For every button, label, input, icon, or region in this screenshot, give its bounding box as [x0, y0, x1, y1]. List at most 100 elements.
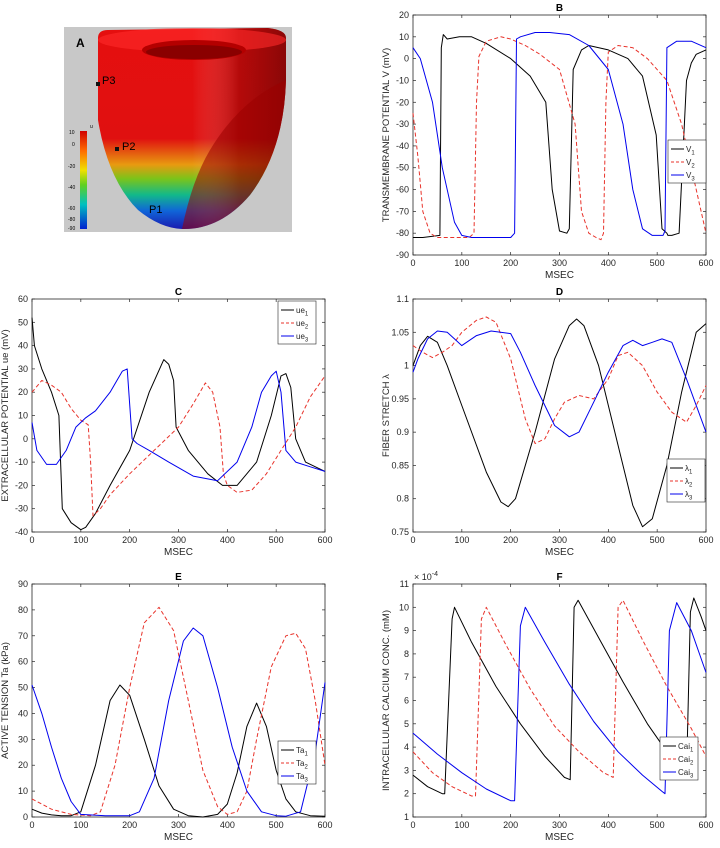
- y-tick-label: 0.9: [396, 427, 409, 437]
- y-tick-label: 1: [404, 361, 409, 371]
- y-tick-label: 4: [404, 742, 409, 752]
- legend-box: [659, 736, 699, 781]
- y-tick-label: 0: [23, 434, 28, 444]
- x-tick-label: 300: [171, 535, 186, 545]
- series-line-ue3: [31, 368, 326, 482]
- x-tick-label: 100: [454, 258, 469, 268]
- legend-subscript: 1: [690, 748, 694, 754]
- legend-subscript: 1: [305, 312, 309, 318]
- y-tick-label: 0: [404, 54, 409, 64]
- x-tick-label: 200: [503, 820, 518, 830]
- x-tick-label: 600: [698, 820, 713, 830]
- legend-name: Ta: [296, 772, 305, 781]
- series-line-ta3: [31, 627, 326, 817]
- y-tick-label: 0.85: [391, 460, 409, 470]
- legend-name: λ: [685, 477, 689, 486]
- x-tick-label: 400: [601, 535, 616, 545]
- y-tick-label: 1.1: [396, 294, 409, 304]
- heart-panel: A P3 P2 P1 u 10 0 -20 -40 -60 -80 -90: [64, 27, 292, 232]
- x-tick-label: 300: [552, 820, 567, 830]
- x-tick-label: 0: [29, 535, 34, 545]
- y-tick-label: 90: [18, 579, 28, 589]
- legend-label: λ3: [685, 490, 693, 502]
- panel-label-a: A: [76, 36, 85, 50]
- legend-subscript: 2: [690, 761, 694, 767]
- y-tick-label: 80: [18, 605, 28, 615]
- y-tick-label: -50: [396, 163, 409, 173]
- point-marker-p2: [115, 147, 119, 151]
- y-tick-label: -70: [396, 206, 409, 216]
- x-tick-label: 200: [122, 535, 137, 545]
- panel-title-e: E: [175, 572, 182, 583]
- y-tick-label: 10: [399, 32, 409, 42]
- y-tick-label: -60: [396, 185, 409, 195]
- legend-name: ue: [296, 306, 305, 315]
- y-tick-label: 0.95: [391, 394, 409, 404]
- y-tick-label: 30: [18, 364, 28, 374]
- y-tick-label: 40: [18, 341, 28, 351]
- legend-name: Ta: [296, 759, 305, 768]
- y-tick-label: 70: [18, 631, 28, 641]
- series-line-ta1: [31, 684, 326, 818]
- x-tick-label: 0: [410, 535, 415, 545]
- x-tick-label: 500: [269, 820, 284, 830]
- legend-label: ue1: [296, 306, 309, 318]
- colorbar-tick: -60: [68, 206, 75, 212]
- legend-subscript: 3: [689, 496, 693, 502]
- plot-area: [412, 583, 707, 818]
- panel-title-b: B: [556, 3, 563, 14]
- legend-subscript: 3: [691, 177, 695, 183]
- legend-subscript: 1: [689, 470, 693, 476]
- y-tick-label: 60: [18, 294, 28, 304]
- legend-name: Ta: [296, 746, 305, 755]
- y-tick-label: 50: [18, 683, 28, 693]
- chart-panel-f: 0 100 200 300 400 500 600 1 2 3 4 5 6 7 8 9 10 11 F MSEC INT…: [381, 571, 714, 843]
- legend-subscript: 2: [304, 765, 308, 771]
- legend-box: [666, 458, 706, 503]
- y-axis-label: FIBER STRETCH λ: [381, 374, 392, 457]
- legend-name: λ: [685, 490, 689, 499]
- series-line-ta2: [31, 606, 326, 817]
- charts-layer: 0 100 200 300 400 500 600-90-80-70-60-50-40-30…: [0, 3, 714, 843]
- panel-title-d: D: [556, 287, 563, 298]
- x-tick-label: 500: [650, 820, 665, 830]
- x-tick-label: 600: [317, 535, 332, 545]
- x-tick-label: 600: [698, 258, 713, 268]
- chart-panel-e: 0 100 200 300 400 500 600 0 10 20 30 40 50 60 70 80 90 E M…: [0, 572, 333, 843]
- y-tick-label: -80: [396, 228, 409, 238]
- legend-subscript: 2: [305, 325, 309, 331]
- y-tick-label: 60: [18, 657, 28, 667]
- y-tick-label: 1: [404, 812, 409, 822]
- legend-subscript: 3: [304, 778, 308, 784]
- y-tick-label: -20: [396, 97, 409, 107]
- x-tick-label: 400: [220, 535, 235, 545]
- y-tick-label: 0.75: [391, 527, 409, 537]
- x-tick-label: 300: [171, 820, 186, 830]
- chart-panel-b: 0 100 200 300 400 500 600-90-80-70-60-50-40-30…: [381, 3, 714, 281]
- y-axis-label: INTRACELLULAR CALCIUM CONC. (mM): [381, 610, 392, 791]
- heart-dark-region: [182, 80, 286, 230]
- legend-label: Ta1: [296, 746, 308, 758]
- legend-label: Ta2: [296, 759, 308, 771]
- series-line-v1: [413, 34, 707, 238]
- colorbar-unit: u: [90, 124, 93, 130]
- y-tick-label: 30: [18, 734, 28, 744]
- y-tick-label: 8: [404, 649, 409, 659]
- x-tick-label: 600: [698, 535, 713, 545]
- chart-panel-c: 0 100 200 300 400 500 600 -40 -30 -20 -10 0 10 20 30 40…: [0, 287, 333, 558]
- legend-label: ue3: [296, 332, 309, 344]
- series-line-ue2: [31, 375, 326, 517]
- legend-name: V: [686, 158, 692, 167]
- legend-subscript: 3: [690, 774, 694, 780]
- legend-box: [277, 300, 317, 345]
- legend-label: Cai2: [678, 755, 694, 767]
- colorbar-tick: -20: [68, 164, 75, 170]
- colorbar: [80, 131, 87, 229]
- colorbar-tick: -40: [68, 185, 75, 191]
- x-tick-label: 500: [650, 258, 665, 268]
